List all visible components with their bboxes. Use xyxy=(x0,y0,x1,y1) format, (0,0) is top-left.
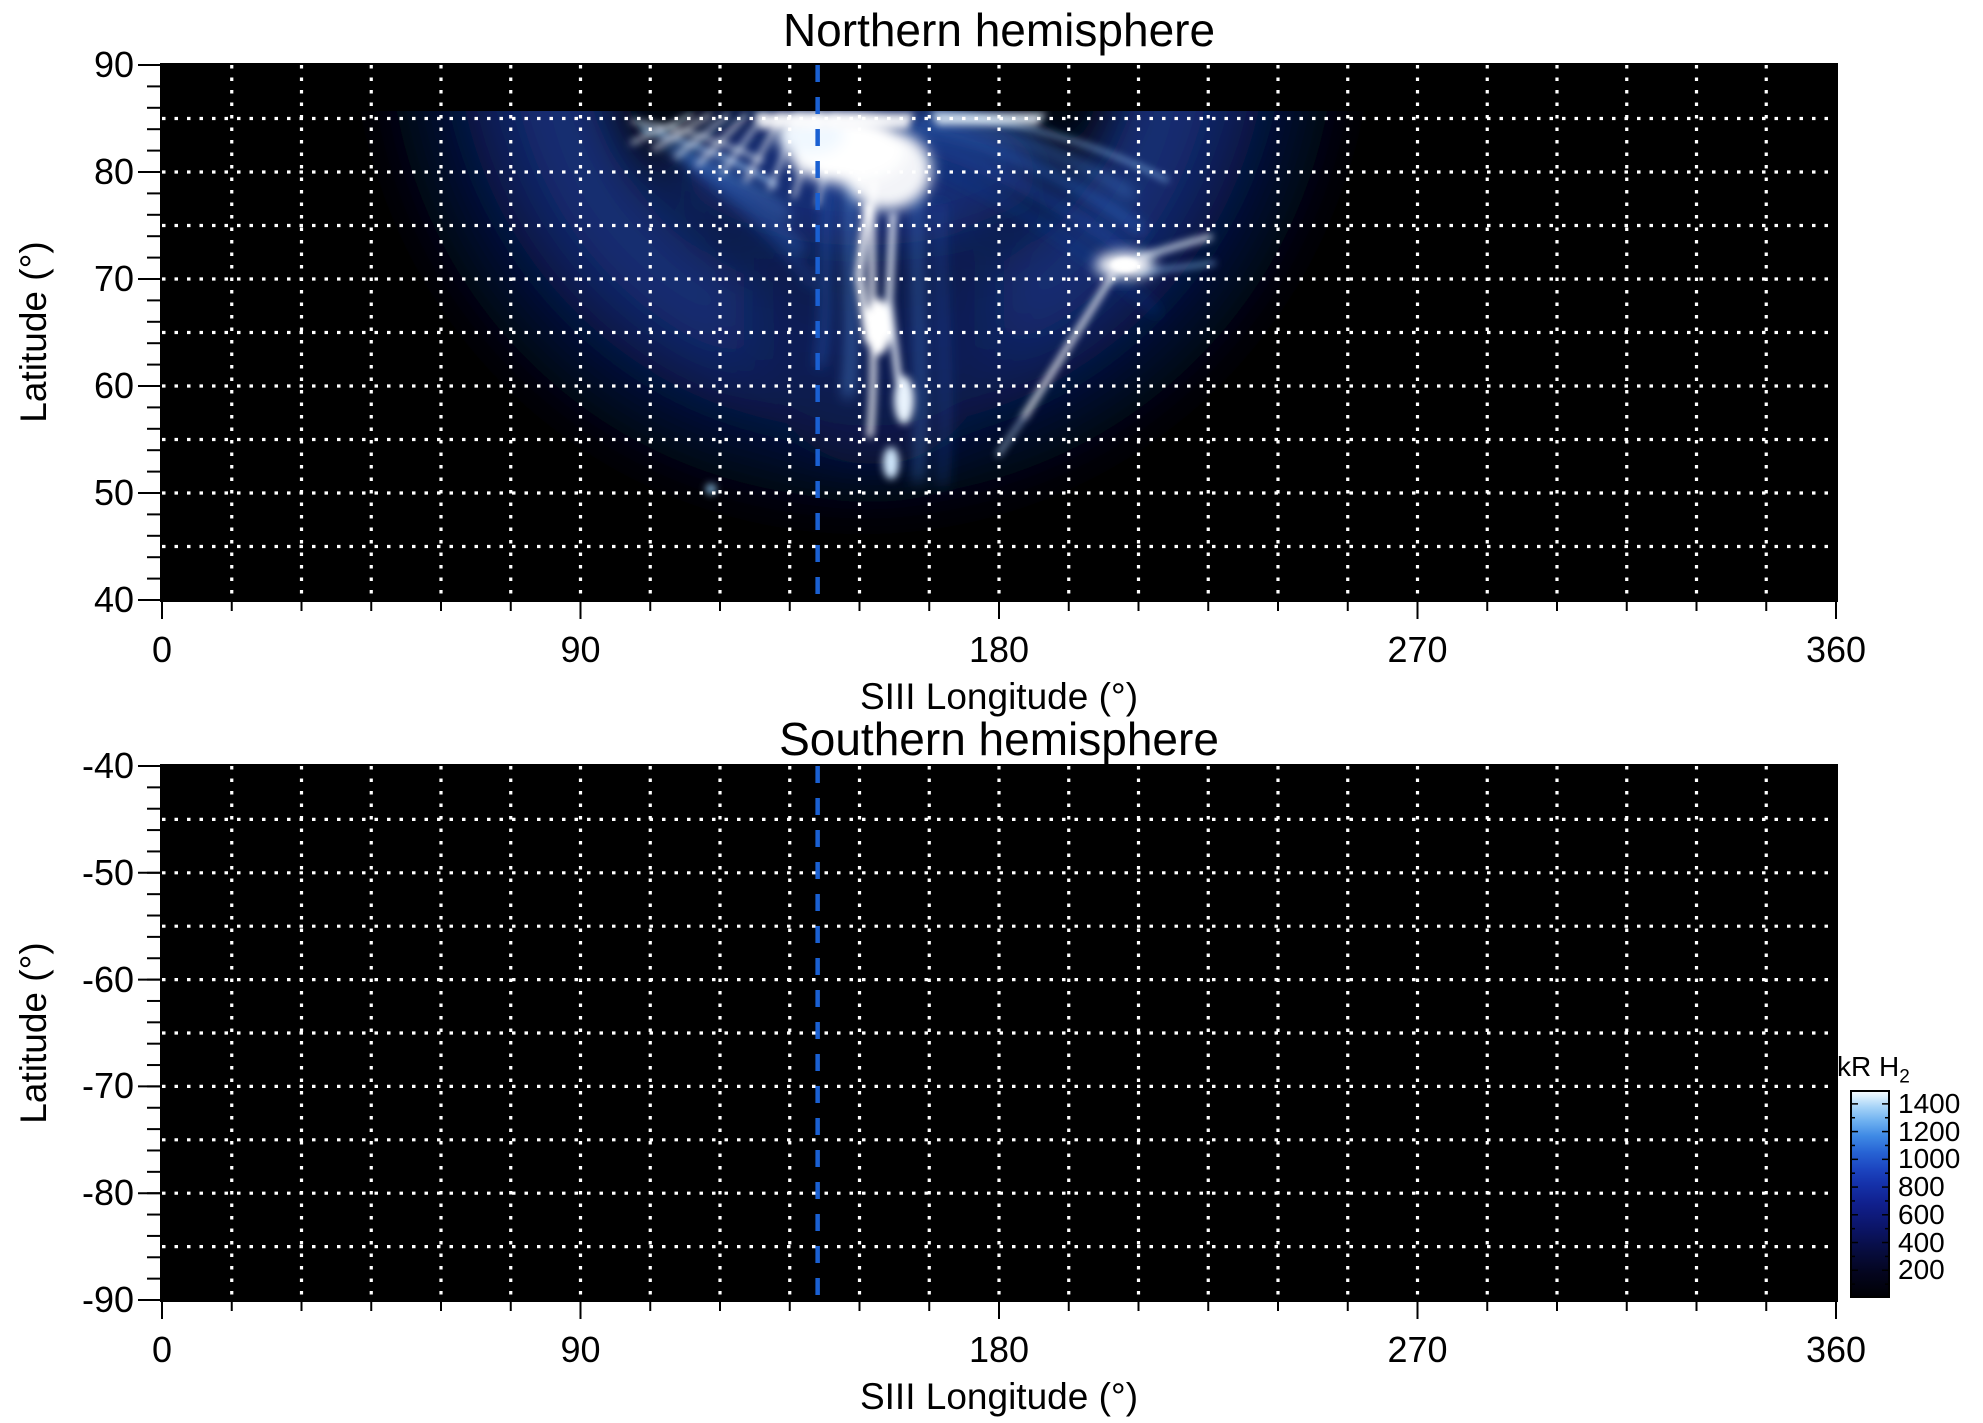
south-x-tick-label: 270 xyxy=(1387,1329,1448,1370)
north-x-axis-title: SIII Longitude (°) xyxy=(859,676,1139,717)
north-x-tick-label: 360 xyxy=(1805,629,1867,670)
colorbar-title-subscript: 2 xyxy=(1899,1066,1910,1088)
north-x-tick-label: 180 xyxy=(968,629,1030,670)
colorbar-title: kR H2 xyxy=(1837,1052,1910,1093)
north-x-tick-label: 0 xyxy=(151,629,173,670)
north-y-tick-label: 70 xyxy=(93,258,134,299)
colorbar-tick-label: 600 xyxy=(1898,1198,1945,1230)
south-panel-title: Southern hemisphere xyxy=(779,713,1219,765)
south-plot-area xyxy=(138,764,1838,1319)
south-y-tick-label: -70 xyxy=(81,1065,134,1107)
colorbar-tick-label: 1200 xyxy=(1898,1115,1961,1147)
south-x-axis-title: SIII Longitude (°) xyxy=(859,1376,1139,1417)
south-x-tick-label: 360 xyxy=(1805,1329,1867,1370)
north-y-tick-label: 80 xyxy=(93,151,134,192)
north-plot-area xyxy=(138,63,1838,619)
north-y-tick-label: 60 xyxy=(93,365,134,406)
south-y-tick-label: -60 xyxy=(81,958,134,1000)
north-x-tick-label: 90 xyxy=(560,629,601,670)
north-y-tick-label: 90 xyxy=(93,44,134,85)
south-y-tick-label: -50 xyxy=(81,851,134,893)
south-y-tick-label: -40 xyxy=(81,745,134,786)
colorbar-gradient xyxy=(1850,1090,1890,1298)
north-x-tick-label: 270 xyxy=(1387,629,1448,670)
north-y-tick-label: 50 xyxy=(93,472,134,513)
south-x-tick-label: 0 xyxy=(151,1329,173,1370)
colorbar xyxy=(1850,1090,1890,1298)
north-panel-title: Northern hemisphere xyxy=(782,4,1216,56)
south-y-tick-label: -80 xyxy=(81,1172,134,1214)
colorbar-title-text: kR H xyxy=(1837,1051,1900,1082)
colorbar-tick-label: 400 xyxy=(1898,1226,1945,1258)
south-y-tick-label: -90 xyxy=(81,1279,134,1320)
aurora-emission-image xyxy=(162,65,1836,600)
colorbar-tick-label: 1400 xyxy=(1898,1087,1961,1119)
colorbar-tick-label: 200 xyxy=(1898,1254,1945,1286)
south-x-tick-label: 90 xyxy=(560,1329,601,1370)
south-grid-and-ticks xyxy=(138,765,1837,1319)
north-y-tick-label: 40 xyxy=(93,579,134,620)
colorbar-tick-label: 1000 xyxy=(1898,1143,1961,1175)
colorbar-tick-label: 800 xyxy=(1898,1171,1945,1203)
south-x-tick-label: 180 xyxy=(968,1329,1030,1370)
